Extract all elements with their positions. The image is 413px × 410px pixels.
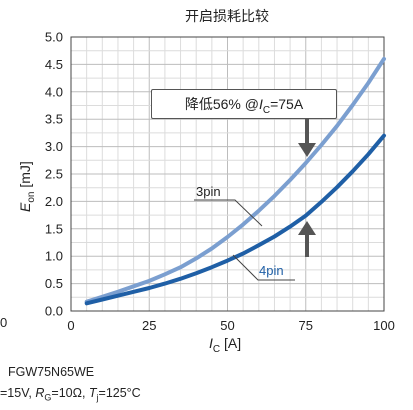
y-tick-label: 1.5 [45,221,63,236]
y-tick-label: 4.0 [45,84,63,99]
annotation-var: I [258,96,263,112]
y-axis-label-sub: on [25,191,37,203]
left-edge-tick: 0 [0,315,7,330]
x-axis-label: IC [A] [209,335,241,355]
y-tick-label: 3.5 [45,112,63,127]
grid [71,37,384,311]
series-line-3pin [84,56,386,304]
arrow-down-head [298,143,316,157]
footnote-line-2: =15V, RG=10Ω, Tj=125°C [0,386,141,403]
footnote-t-val: =125°C [98,386,141,400]
annotation-suffix: =75A [270,96,304,112]
label-leader-4pin [232,254,295,281]
chart-title: 开启损耗比较 [185,8,269,24]
footnote-line-1: FGW75N65WE [8,365,95,379]
y-tick-label: 4.5 [45,57,63,72]
x-tick-label: 0 [67,318,74,333]
x-axis-label-var: I [209,335,213,351]
y-tick-label: 2.5 [45,167,63,182]
footnote-vge: =15V, [0,386,36,400]
x-tick-label: 25 [142,318,156,333]
y-tick-label: 2.0 [45,194,63,209]
x-tick-label: 100 [373,318,395,333]
x-tick-label: 50 [220,318,234,333]
annotation-sub: C [262,104,271,116]
footnote-r: R [35,386,45,400]
plot-frame [70,36,385,312]
y-tick-label: 0.5 [45,276,63,291]
y-axis-ticks: 0.0 0.5 1.0 1.5 2.0 2.5 3.0 3.5 4.0 4.5 5.0 [45,30,63,319]
series-label-3pin: 3pin [196,184,221,199]
footnote-r-sub: G [44,392,52,403]
footnote-t: T [88,386,97,400]
y-tick-label: 1.0 [45,249,63,264]
y-axis-label-var: E [17,202,33,212]
y-axis-label-unit: [mJ] [17,161,33,192]
x-tick-label: 75 [299,318,313,333]
footnote-r-val: =10Ω, [51,386,89,400]
arrow-up-head [298,221,316,235]
label-leader-3pin [194,199,263,227]
y-tick-label: 5.0 [45,30,63,45]
x-axis-label-sub: C [212,343,221,355]
y-tick-label: 0.0 [45,304,63,319]
footnote-t-sub: j [96,392,99,403]
y-axis-label: Eon [mJ] [17,161,37,212]
annotation-prefix: 降低56% @ [184,96,259,112]
annotation-callout: 降低56% @IC=75A [151,89,337,119]
x-axis-label-unit: [A] [220,335,242,351]
series-label-4pin: 4pin [259,263,284,278]
y-tick-label: 3.0 [45,139,63,154]
x-axis-ticks: 0 25 50 75 100 [67,318,394,333]
